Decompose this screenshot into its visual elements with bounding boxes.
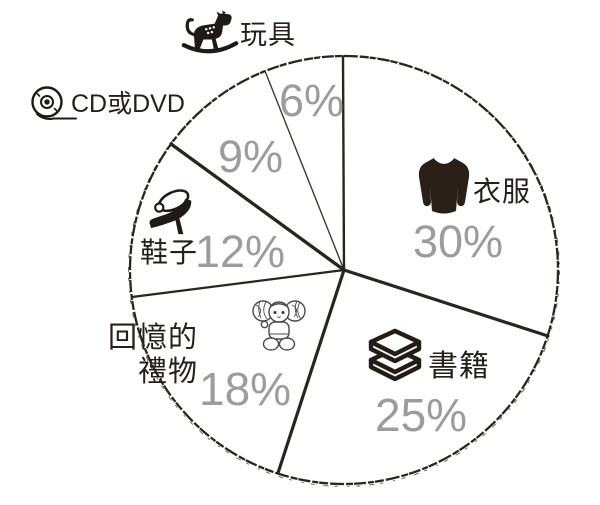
label-toys: 玩具	[240, 20, 296, 50]
slice-divider-18-12	[130, 268, 346, 299]
pie-outline-sketch	[128, 55, 560, 487]
books-icon	[366, 328, 426, 394]
rocking-horse-icon	[181, 10, 239, 56]
value-books: 25%	[375, 389, 468, 441]
slice-divider-9-6	[264, 70, 345, 271]
label-memorable-gifts: 回憶的 禮物	[103, 322, 198, 389]
sweater-icon	[415, 155, 473, 217]
label-clothes: 衣服	[473, 176, 532, 207]
value-memorable-gifts: 18%	[199, 363, 292, 415]
cd-icon	[28, 84, 80, 126]
label-memorable-gifts-line1: 回憶的	[107, 322, 198, 354]
slice-divider-25-18	[276, 268, 346, 475]
slice-divider-30-25	[342, 268, 550, 338]
label-cd-dvd: CD或DVD	[71, 90, 185, 118]
pie-outline	[128, 54, 560, 486]
slice-divider-top	[341, 55, 346, 272]
value-clothes: 30%	[413, 216, 504, 267]
label-books: 書籍	[428, 350, 490, 383]
value-shoes: 12%	[195, 226, 286, 277]
label-shoes: 鞋子	[140, 237, 199, 268]
label-memorable-gifts-line2: 禮物	[137, 355, 198, 388]
slice-divider-12-9	[169, 142, 346, 272]
high-heel-icon	[146, 183, 203, 238]
value-cd-dvd: 9%	[218, 131, 284, 182]
value-toys: 6%	[279, 75, 345, 126]
doll-icon	[252, 294, 306, 356]
